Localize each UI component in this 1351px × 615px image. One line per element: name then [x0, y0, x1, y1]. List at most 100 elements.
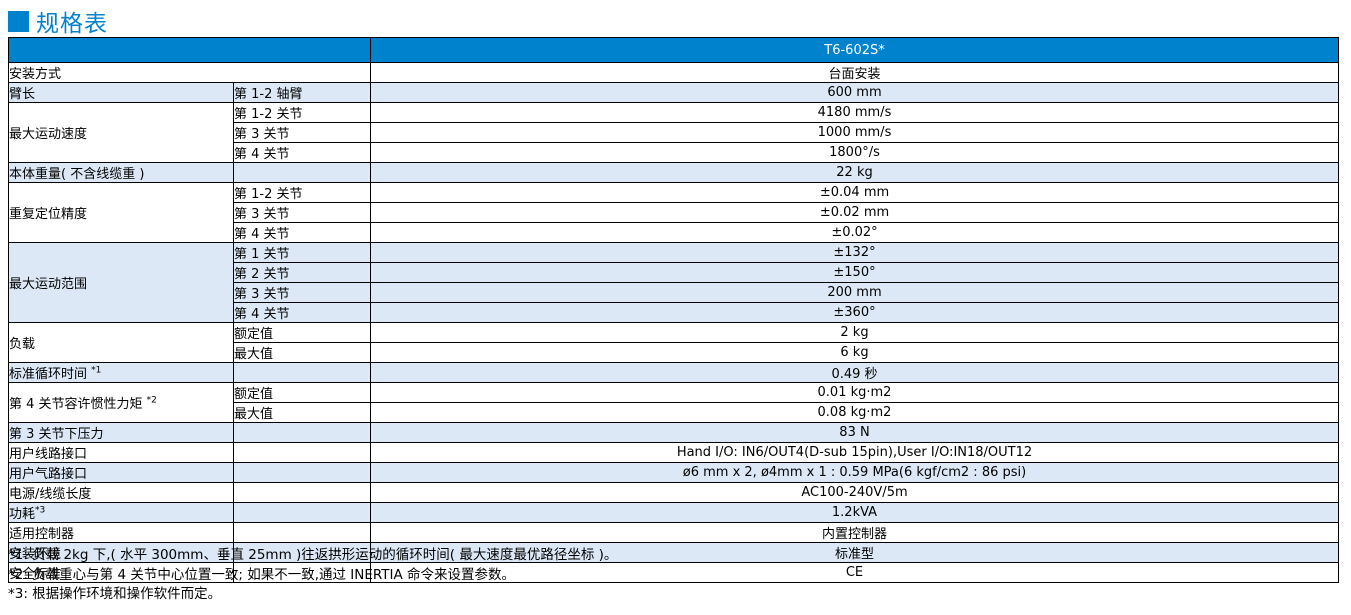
spec-value-cell: 4180 mm/s — [370, 102, 1339, 123]
spec-label-cell: 标准循环时间 *1 — [8, 362, 234, 383]
table-row: 本体重量( 不含线缆重 ) 22 kg — [8, 162, 1339, 183]
table-row: 电源/线缆长度 AC100-240V/5m — [8, 482, 1339, 503]
header-blank-cell — [8, 37, 371, 63]
spec-label-cell: 适用控制器 — [8, 522, 234, 543]
spec-label-text: 安装方式 — [9, 67, 62, 82]
spec-value-cell: ±360° — [370, 302, 1339, 323]
spec-value-cell: 内置控制器 — [370, 522, 1339, 543]
table-row: 用户气路接口 ø6 mm x 2, ø4mm x 1 : 0.59 MPa(6 k… — [8, 462, 1339, 483]
spec-label-text: 负载 — [9, 337, 36, 352]
table-row: 第 2 关节 ±150° — [8, 262, 1339, 283]
table-row: 功耗*3 1.2kVA — [8, 502, 1339, 523]
footnote-line-2: *2: 负载重心与第 4 关节中心位置一致; 如果不一致,通过 INERTIA … — [8, 566, 516, 583]
spec-subitem-cell: 第 4 关节 — [233, 222, 371, 243]
table-row: 最大值 0.08 kg·m2 — [9, 402, 1339, 423]
spec-label-cell: 负载 — [8, 322, 234, 363]
spec-label-text: 安装环境 — [9, 547, 62, 562]
spec-subitem-cell: 额定值 — [233, 322, 371, 343]
spec-subitem-cell: 第 3 关节 — [233, 282, 371, 303]
spec-subitem-cell: 第 4 关节 — [233, 302, 371, 323]
spec-value-cell: ±150° — [370, 262, 1339, 283]
table-row: 第 4 关节容许惯性力矩 *2 额定值 0.01 kg·m2 — [8, 382, 1339, 423]
spec-subitem-cell: 第 3 关节 — [233, 202, 371, 223]
table-row: 安全标准 CE — [8, 562, 1339, 583]
spec-value-cell: CE — [370, 562, 1339, 583]
spec-subitem-cell — [233, 502, 371, 523]
spec-subitem-cell — [233, 362, 371, 383]
section-title: 规格表 — [8, 4, 108, 38]
spec-label-cell: 安装方式 — [8, 62, 371, 83]
spec-subitem-cell — [233, 482, 371, 503]
spec-value-cell: 1000 mm/s — [370, 122, 1339, 143]
spec-label-text: 臂长 — [9, 87, 36, 102]
spec-value-cell: 1.2kVA — [370, 502, 1339, 523]
spec-subitem-cell: 第 1-2 轴臂 — [233, 82, 371, 103]
spec-label-cell: 本体重量( 不含线缆重 ) — [8, 162, 234, 183]
spec-label-cell: 安全标准 — [8, 562, 234, 583]
spec-value-cell: Hand I/O: IN6/OUT4(D-sub 15pin),User I/O… — [370, 442, 1339, 463]
spec-label-cell: 功耗*3 — [8, 502, 234, 523]
footnote-line-1: *1: 负载 2kg 下,( 水平 300mm、垂直 25mm )往返拱形运动的… — [8, 547, 618, 563]
spec-subitem-cell: 第 3 关节 — [233, 122, 371, 143]
table-row: 最大运动速度 第 1-2 关节 4180 mm/s — [8, 102, 1339, 163]
spec-label-text: 第 4 关节容许惯性力矩 — [9, 397, 147, 412]
spec-label-text: 最大运动速度 — [9, 127, 88, 142]
spec-subitem-cell — [233, 462, 371, 483]
table-row: 第 3 关节下压力 83 N — [8, 422, 1339, 443]
table-row: 最大值 6 kg — [9, 342, 1339, 363]
spec-value-cell: 台面安装 — [370, 62, 1339, 83]
spec-label-text: 安全标准 — [9, 567, 62, 582]
spec-subitem-cell: 额定值 — [233, 382, 371, 403]
spec-value-cell: AC100-240V/5m — [370, 482, 1339, 503]
table-row: 安装环境 标准型 — [8, 542, 1339, 563]
spec-value-cell: ±0.02° — [370, 222, 1339, 243]
spec-label-cell: 第 3 关节下压力 — [8, 422, 234, 443]
table-row: 第 4 关节 ±360° — [8, 302, 1339, 323]
spec-label-cell: 安装环境 — [8, 542, 234, 563]
spec-label-text: 本体重量( 不含线缆重 ) — [9, 167, 145, 182]
footnotes: *1: 负载 2kg 下,( 水平 300mm、垂直 25mm )往返拱形运动的… — [8, 546, 617, 605]
spec-label-cell: 重复定位精度 — [8, 182, 234, 243]
table-row: 重复定位精度 第 1-2 关节 ±0.04 mm — [8, 182, 1339, 243]
spec-value-cell: 2 kg — [370, 322, 1339, 343]
spec-subitem-cell: 最大值 — [233, 402, 371, 423]
spec-subitem-cell: 第 1 关节 — [233, 242, 371, 263]
spec-label-cell: 用户气路接口 — [8, 462, 234, 483]
table-row: 负载 额定值 2 kg — [8, 322, 1339, 363]
spec-value-cell: 0.01 kg·m2 — [370, 382, 1339, 403]
title-square-icon — [8, 10, 29, 32]
spec-label-cell: 第 4 关节容许惯性力矩 *2 — [8, 382, 234, 423]
spec-subitem-cell — [233, 442, 371, 463]
spec-value-cell: ±0.02 mm — [370, 202, 1339, 223]
spec-label-cell: 臂长 — [8, 82, 234, 103]
footnote-marker: *3 — [35, 505, 46, 516]
table-row: 标准循环时间 *1 0.49 秒 — [8, 362, 1339, 383]
spec-label-cell: 用户线路接口 — [8, 442, 234, 463]
spec-label-text: 第 3 关节下压力 — [9, 427, 104, 442]
table-row: 适用控制器 内置控制器 — [8, 522, 1339, 543]
spec-subitem-cell: 第 1-2 关节 — [233, 182, 371, 203]
spec-subitem-cell — [233, 422, 371, 443]
table-row: 第 4 关节 1800°/s — [9, 142, 1339, 163]
spec-label-cell: 最大运动范围 — [8, 242, 234, 323]
spec-label-text: 重复定位精度 — [9, 207, 88, 222]
spec-value-cell: 600 mm — [370, 82, 1339, 103]
spec-subitem-cell: 第 2 关节 — [233, 262, 371, 283]
table-row: 安装方式 台面安装 — [8, 62, 1339, 83]
table-row: 臂长 第 1-2 轴臂 600 mm — [8, 82, 1339, 103]
footnote-marker: *1 — [91, 365, 102, 376]
spec-subitem-cell: 最大值 — [233, 342, 371, 363]
spec-value-cell: 0.08 kg·m2 — [370, 402, 1339, 423]
model-name-header: T6-602S* — [370, 37, 1339, 63]
spec-value-cell: 22 kg — [370, 162, 1339, 183]
spec-label-text: 功耗 — [9, 507, 36, 522]
footnote-line-3: *3: 根据操作环境和操作软件而定。 — [8, 586, 222, 602]
spec-label-text: 适用控制器 — [9, 527, 75, 542]
spec-label-text: 用户线路接口 — [9, 447, 88, 462]
spec-value-cell: 200 mm — [370, 282, 1339, 303]
table-header-row: T6-602S* — [8, 37, 1339, 63]
spec-label-cell: 电源/线缆长度 — [8, 482, 234, 503]
spec-value-cell: 6 kg — [370, 342, 1339, 363]
table-row: 最大运动范围 第 1 关节 ±132° — [8, 242, 1339, 323]
